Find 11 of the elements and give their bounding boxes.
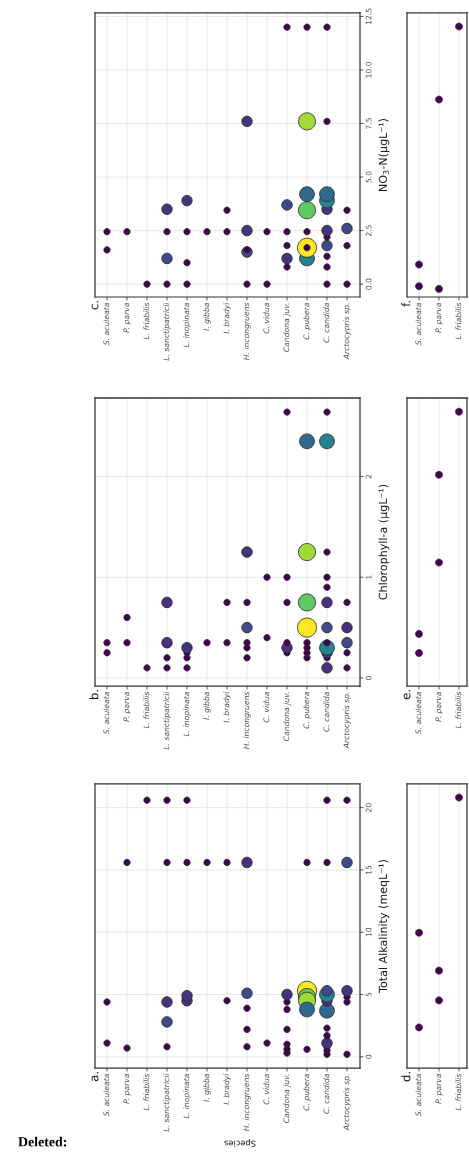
y-axis-title: Total Alkalinity (meqL⁻¹) bbox=[378, 860, 390, 993]
text: c. bbox=[91, 301, 99, 310]
text: Deleted: bbox=[18, 1136, 67, 1147]
text: e. bbox=[403, 690, 411, 700]
text: b. bbox=[89, 690, 99, 700]
text: d. bbox=[401, 1072, 411, 1082]
text: f. bbox=[401, 301, 411, 307]
text: a. bbox=[91, 1072, 99, 1082]
y-axis-title: Chlorophyll-a (µgL⁻¹) bbox=[378, 484, 390, 600]
x-axis-title: Species bbox=[224, 1138, 256, 1148]
y-axis-title: NO$_{3}$-N(µgL⁻¹) bbox=[378, 118, 390, 191]
